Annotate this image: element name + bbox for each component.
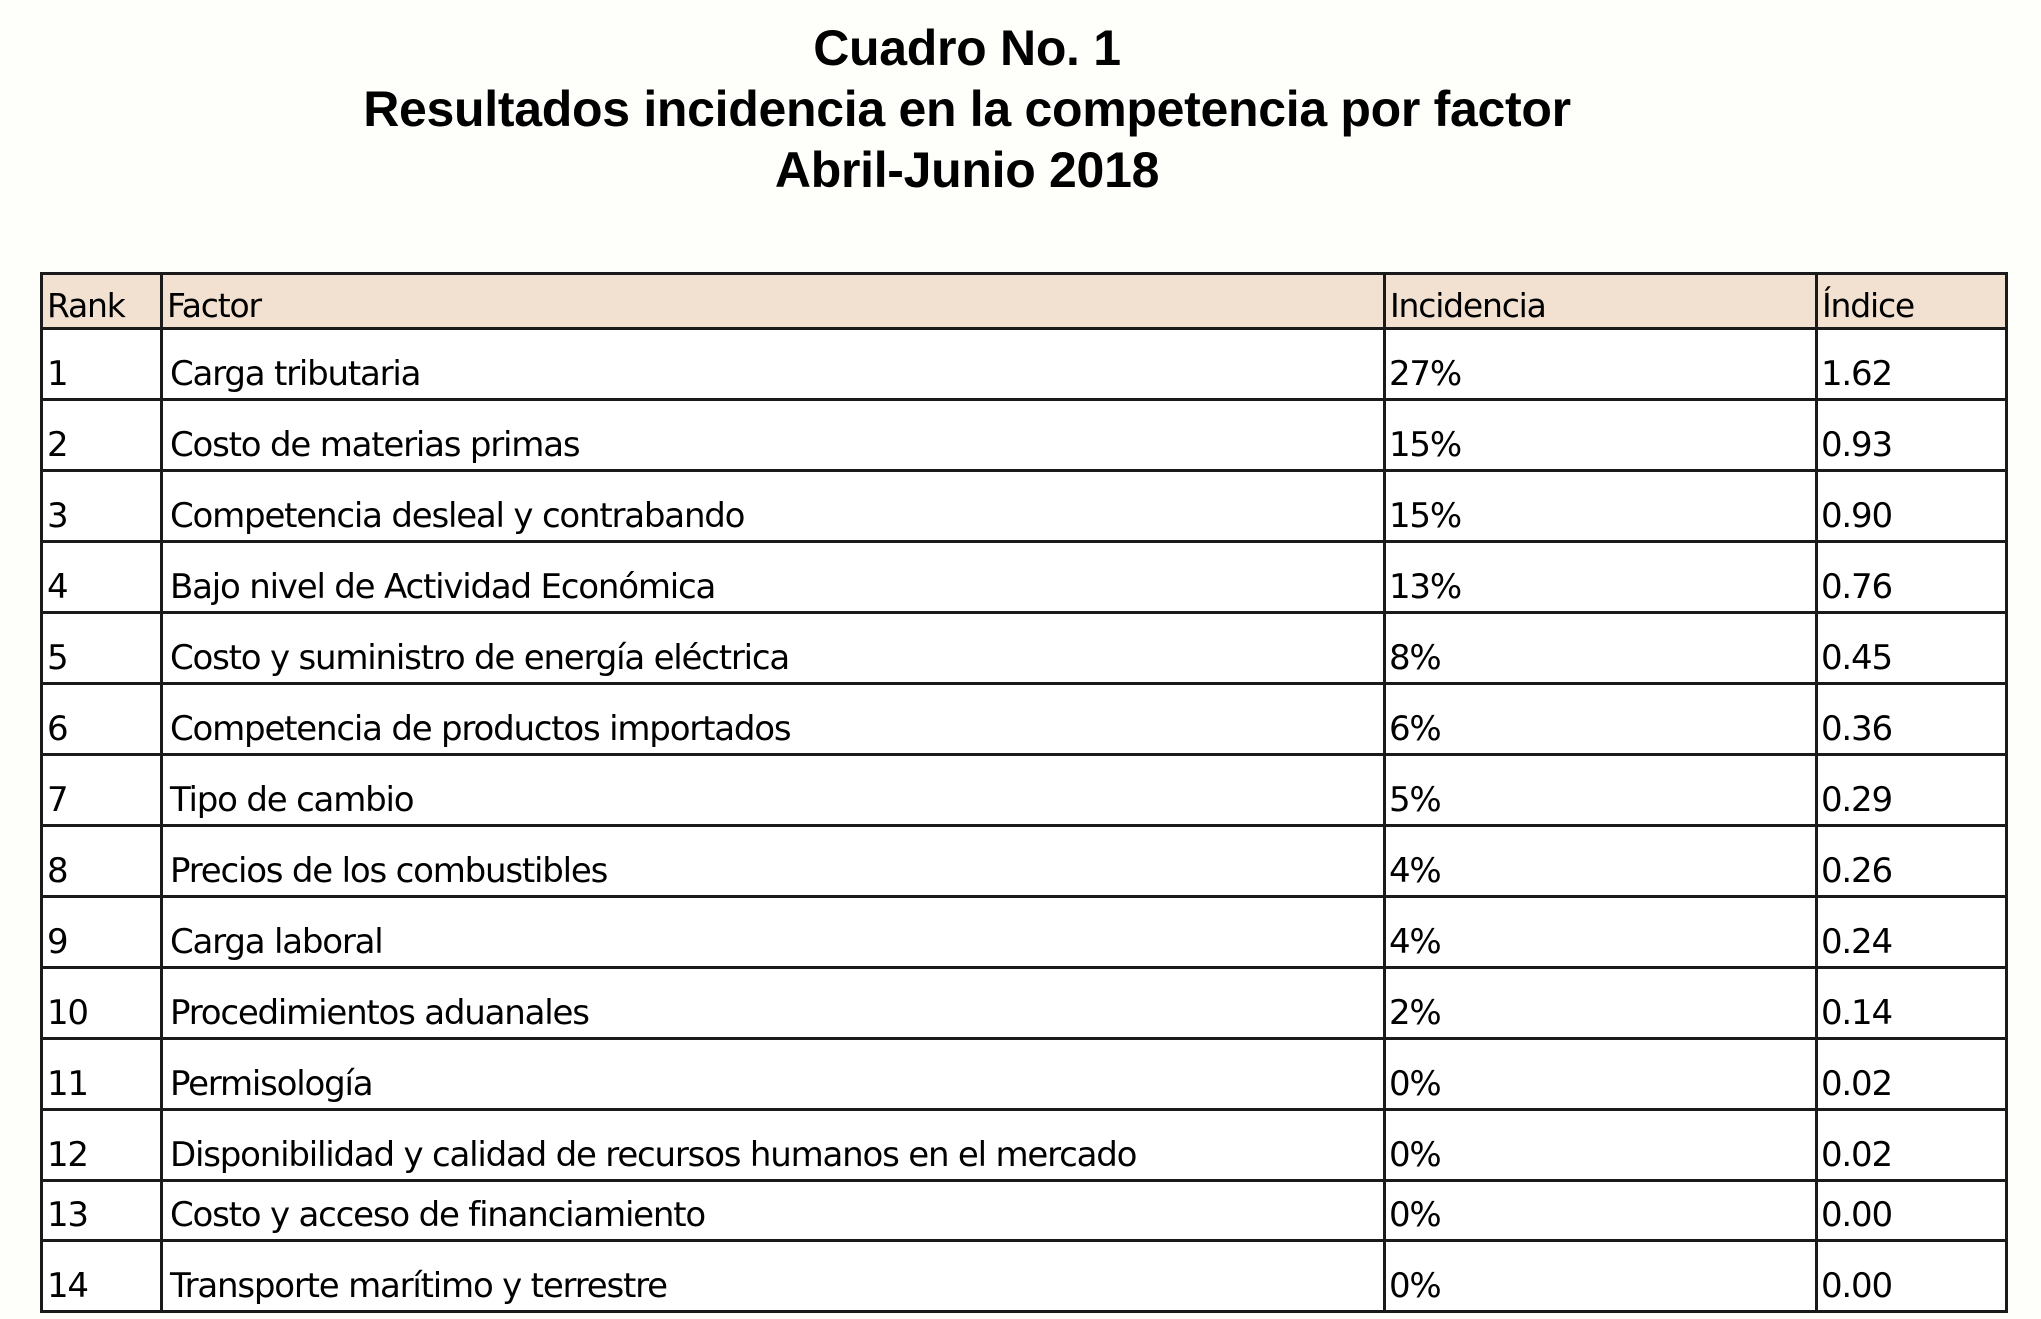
table-row: 9 Carga laboral 4% 0.24	[40, 895, 2008, 969]
cell-indice: 0.93	[1815, 398, 2008, 472]
cell-factor: Transporte marítimo y terrestre	[160, 1239, 1386, 1313]
cell-rank: 8	[40, 824, 163, 898]
cell-indice: 1.62	[1815, 327, 2008, 401]
table-header: Rank Factor Incidencia Índice	[40, 272, 2008, 330]
cell-indice: 0.76	[1815, 540, 2008, 614]
table-row: 14 Transporte marítimo y terrestre 0% 0.…	[40, 1239, 2008, 1313]
cell-incidencia: 5%	[1383, 753, 1818, 827]
cell-indice: 0.36	[1815, 682, 2008, 756]
cell-factor: Disponibilidad y calidad de recursos hum…	[160, 1108, 1386, 1182]
header-indice: Índice	[1815, 272, 2008, 330]
header-row: Rank Factor Incidencia Índice	[40, 272, 2008, 330]
cell-indice: 0.45	[1815, 611, 2008, 685]
table-row: 10 Procedimientos aduanales 2% 0.14	[40, 966, 2008, 1040]
cell-incidencia: 0%	[1383, 1179, 1818, 1242]
cell-rank: 2	[40, 398, 163, 472]
cell-factor: Competencia desleal y contrabando	[160, 469, 1386, 543]
cell-indice: 0.24	[1815, 895, 2008, 969]
cell-incidencia: 0%	[1383, 1239, 1818, 1313]
cell-incidencia: 2%	[1383, 966, 1818, 1040]
cell-factor: Precios de los combustibles	[160, 824, 1386, 898]
header-factor: Factor	[160, 272, 1386, 330]
cell-incidencia: 13%	[1383, 540, 1818, 614]
cell-indice: 0.90	[1815, 469, 2008, 543]
cell-rank: 9	[40, 895, 163, 969]
cell-factor: Costo de materias primas	[160, 398, 1386, 472]
table-row: 12 Disponibilidad y calidad de recursos …	[40, 1108, 2008, 1182]
cell-incidencia: 27%	[1383, 327, 1818, 401]
cell-factor: Carga tributaria	[160, 327, 1386, 401]
cell-indice: 0.00	[1815, 1179, 2008, 1242]
cell-rank: 3	[40, 469, 163, 543]
cell-factor: Competencia de productos importados	[160, 682, 1386, 756]
cell-rank: 13	[40, 1179, 163, 1242]
cell-indice: 0.00	[1815, 1239, 2008, 1313]
cell-factor: Bajo nivel de Actividad Económica	[160, 540, 1386, 614]
cell-rank: 7	[40, 753, 163, 827]
table-row: 5 Costo y suministro de energía eléctric…	[40, 611, 2008, 685]
table-caption: Cuadro No. 1 Resultados incidencia en la…	[0, 18, 1934, 201]
cell-incidencia: 0%	[1383, 1037, 1818, 1111]
cell-indice: 0.02	[1815, 1108, 2008, 1182]
table-row: 11 Permisología 0% 0.02	[40, 1037, 2008, 1111]
table-row: 2 Costo de materias primas 15% 0.93	[40, 398, 2008, 472]
cell-incidencia: 0%	[1383, 1108, 1818, 1182]
cell-factor: Carga laboral	[160, 895, 1386, 969]
cell-incidencia: 4%	[1383, 824, 1818, 898]
table-body: 1 Carga tributaria 27% 1.62 2 Costo de m…	[40, 327, 2008, 1313]
table-row: 1 Carga tributaria 27% 1.62	[40, 327, 2008, 401]
cell-factor: Costo y acceso de financiamiento	[160, 1179, 1386, 1242]
table-row: 3 Competencia desleal y contrabando 15% …	[40, 469, 2008, 543]
cell-incidencia: 8%	[1383, 611, 1818, 685]
cell-rank: 14	[40, 1239, 163, 1313]
caption-period: Abril-Junio 2018	[774, 142, 1160, 198]
table-row: 7 Tipo de cambio 5% 0.29	[40, 753, 2008, 827]
table-row: 13 Costo y acceso de financiamiento 0% 0…	[40, 1179, 2008, 1242]
table-row: 4 Bajo nivel de Actividad Económica 13% …	[40, 540, 2008, 614]
header-incidencia: Incidencia	[1383, 272, 1818, 330]
table-row: 6 Competencia de productos importados 6%…	[40, 682, 2008, 756]
cell-incidencia: 4%	[1383, 895, 1818, 969]
caption-number: Cuadro No. 1	[813, 20, 1121, 76]
cell-factor: Permisología	[160, 1037, 1386, 1111]
cell-factor: Procedimientos aduanales	[160, 966, 1386, 1040]
cell-rank: 1	[40, 327, 163, 401]
cell-rank: 4	[40, 540, 163, 614]
cell-factor: Tipo de cambio	[160, 753, 1386, 827]
factors-table: Rank Factor Incidencia Índice 1 Carga tr…	[40, 272, 2008, 1313]
cell-incidencia: 6%	[1383, 682, 1818, 756]
cell-rank: 12	[40, 1108, 163, 1182]
cell-indice: 0.14	[1815, 966, 2008, 1040]
cell-indice: 0.29	[1815, 753, 2008, 827]
cell-rank: 10	[40, 966, 163, 1040]
cell-rank: 5	[40, 611, 163, 685]
cell-factor: Costo y suministro de energía eléctrica	[160, 611, 1386, 685]
table-row: 8 Precios de los combustibles 4% 0.26	[40, 824, 2008, 898]
cell-indice: 0.02	[1815, 1037, 2008, 1111]
cell-incidencia: 15%	[1383, 469, 1818, 543]
caption-title: Resultados incidencia en la competencia …	[363, 81, 1571, 137]
header-rank: Rank	[40, 272, 163, 330]
cell-incidencia: 15%	[1383, 398, 1818, 472]
cell-rank: 6	[40, 682, 163, 756]
cell-indice: 0.26	[1815, 824, 2008, 898]
cell-rank: 11	[40, 1037, 163, 1111]
